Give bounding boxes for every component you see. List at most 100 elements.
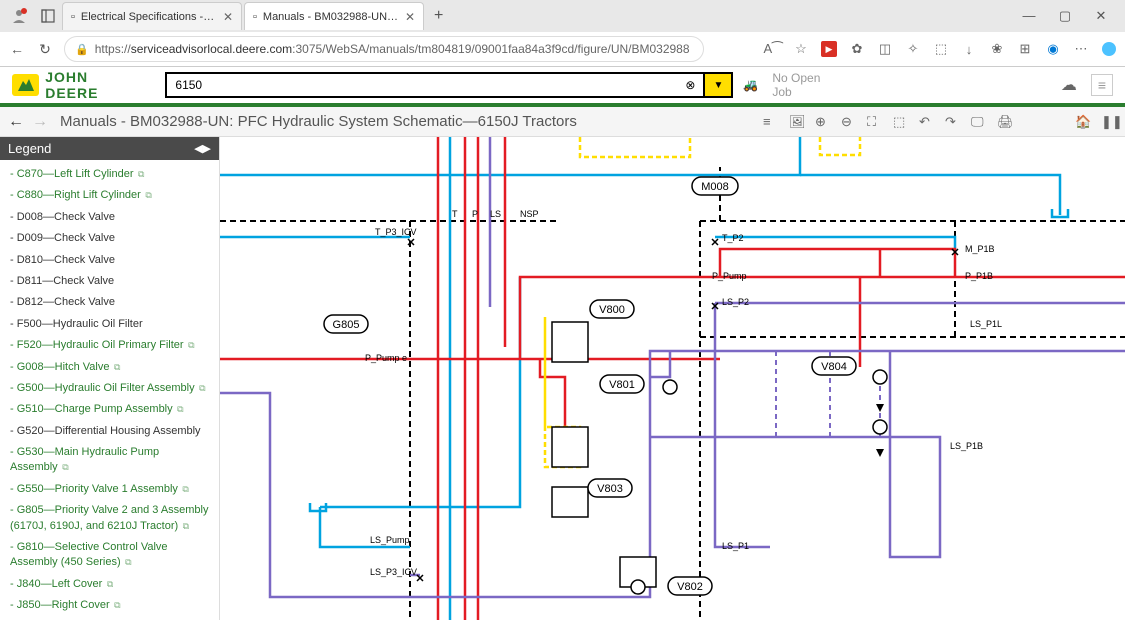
close-button[interactable]: ✕: [1089, 8, 1113, 24]
svg-text:LS_P3_ICV: LS_P3_ICV: [370, 567, 417, 577]
legend-item: - G520—Differential Housing Assembly: [0, 421, 219, 442]
legend-item[interactable]: - J850—Right Cover ⧉: [0, 595, 219, 616]
more-icon[interactable]: ⋯: [1073, 41, 1089, 57]
svg-text:G805: G805: [333, 319, 360, 331]
schematic-diagram[interactable]: M008G805V800V801V803V802V804 TPLSNSPT_P3…: [220, 137, 1125, 620]
copilot-icon[interactable]: [1101, 41, 1117, 57]
svg-text:V803: V803: [597, 483, 623, 495]
url-host: serviceadvisorlocal.deere.com: [131, 42, 292, 56]
svg-text:NSP: NSP: [520, 209, 539, 219]
collapse-icon[interactable]: ◀▶: [194, 142, 211, 155]
new-window-icon: ⧉: [180, 521, 189, 531]
extension-icon[interactable]: ▶: [821, 41, 837, 57]
toolbar-icon[interactable]: 🖨: [997, 114, 1013, 130]
addr-icons: A⁀ ☆ ▶ ✿ ◫ ✧ ⬚ ↓ ❀ ⊞ ◉ ⋯: [765, 41, 1117, 57]
search-wrap: 6150 ⊗ ▼: [165, 72, 733, 98]
workspaces-icon[interactable]: [40, 8, 56, 24]
new-window-icon: ⧉: [175, 404, 184, 414]
main-area: Legend ◀▶ - C870—Left Lift Cylinder ⧉- C…: [0, 137, 1125, 620]
close-icon[interactable]: ✕: [405, 10, 415, 24]
tab-strip: ▫ Electrical Specifications - ompfp... ✕…: [0, 0, 1125, 32]
extension-icon[interactable]: ⊞: [1017, 41, 1033, 57]
svg-text:P_P1B: P_P1B: [965, 271, 993, 281]
new-window-icon: ⧉: [180, 484, 189, 494]
page-icon: ▫: [253, 11, 257, 23]
maximize-button[interactable]: ▢: [1053, 8, 1077, 24]
extension-icon[interactable]: ❀: [989, 41, 1005, 57]
profile-icon[interactable]: [10, 7, 28, 25]
back-button[interactable]: ←: [8, 113, 24, 131]
new-window-icon: ⧉: [60, 462, 69, 472]
search-input[interactable]: 6150 ⊗: [165, 72, 705, 98]
no-job-icon: 🚜: [743, 78, 758, 92]
brand-logo[interactable]: JOHN DEERE: [12, 69, 143, 101]
toolbar-icon[interactable]: ⬚: [893, 114, 909, 130]
legend-item[interactable]: - F520—Hydraulic Oil Primary Filter ⧉: [0, 335, 219, 356]
lock-icon: 🔒: [75, 43, 89, 56]
legend-item[interactable]: - G810—Selective Control Valve Assembly …: [0, 537, 219, 574]
forward-button[interactable]: →: [32, 113, 48, 131]
legend-item[interactable]: - J840—Left Cover ⧉: [0, 574, 219, 595]
new-window-icon: ⧉: [186, 340, 195, 350]
legend-item[interactable]: - G530—Main Hydraulic Pump Assembly ⧉: [0, 442, 219, 479]
page-title: Manuals - BM032988-UN: PFC Hydraulic Sys…: [60, 113, 577, 130]
header-right: 🚜 No Open Job ☁ ≡: [743, 71, 1113, 99]
legend-header: Legend ◀▶: [0, 137, 219, 160]
extension-icon[interactable]: ✿: [849, 41, 865, 57]
legend-item[interactable]: - G550—Priority Valve 1 Assembly ⧉: [0, 479, 219, 500]
toolbar-icon[interactable]: 🖼: [789, 114, 805, 130]
new-window-icon: ⧉: [104, 579, 113, 589]
toolbar-icon[interactable]: ❚❚: [1101, 114, 1117, 130]
svg-text:LS_Pump: LS_Pump: [370, 535, 410, 545]
toolbar-nav: ← →: [8, 113, 48, 131]
legend-item[interactable]: - G510—Charge Pump Assembly ⧉: [0, 399, 219, 420]
tab-title: Electrical Specifications - ompfp...: [81, 11, 217, 23]
close-icon[interactable]: ✕: [223, 10, 233, 24]
toolbar-icon[interactable]: ⊕: [815, 114, 831, 130]
legend-item: - D009—Check Valve: [0, 228, 219, 249]
minimize-button[interactable]: —: [1017, 8, 1041, 24]
toolbar-icons: ≡ 🖼 ⊕ ⊖ ⛶ ⬚ ↶ ↷ 🖵 🖨 🏠 ❚❚: [763, 114, 1117, 130]
legend-item[interactable]: - C870—Left Lift Cylinder ⧉: [0, 164, 219, 185]
favorite-icon[interactable]: ☆: [793, 41, 809, 57]
reader-icon[interactable]: A⁀: [765, 41, 781, 57]
toolbar-icon[interactable]: 🏠: [1075, 114, 1091, 130]
svg-text:P: P: [472, 209, 478, 219]
svg-text:V800: V800: [599, 304, 625, 316]
toolbar-icon[interactable]: 🖵: [971, 114, 987, 130]
new-window-icon: ⧉: [123, 557, 132, 567]
svg-text:T_P2: T_P2: [722, 233, 744, 243]
toolbar-icon[interactable]: ⊖: [841, 114, 857, 130]
new-tab-button[interactable]: +: [426, 7, 451, 25]
legend-list[interactable]: - C870—Left Lift Cylinder ⧉- C880—Right …: [0, 160, 219, 620]
legend-item[interactable]: - G805—Priority Valve 2 and 3 Assembly (…: [0, 500, 219, 537]
split-icon[interactable]: ◫: [877, 41, 893, 57]
refresh-button[interactable]: ↻: [36, 41, 54, 58]
page-icon: ▫: [71, 11, 75, 23]
extension-icon[interactable]: ↓: [961, 41, 977, 57]
svg-text:LS_P1: LS_P1: [722, 541, 749, 551]
legend-item[interactable]: - C880—Right Lift Cylinder ⧉: [0, 185, 219, 206]
extension-icon[interactable]: ⬚: [933, 41, 949, 57]
legend-item[interactable]: - G500—Hydraulic Oil Filter Assembly ⧉: [0, 378, 219, 399]
cloud-icon[interactable]: ☁: [1061, 75, 1077, 95]
menu-icon[interactable]: ≡: [1091, 74, 1113, 96]
toolbar-icon[interactable]: ⛶: [867, 114, 883, 130]
svg-text:P_Pump e: P_Pump e: [365, 353, 407, 363]
extension-icon[interactable]: ◉: [1045, 41, 1061, 57]
legend-item[interactable]: - G008—Hitch Valve ⧉: [0, 357, 219, 378]
search-go-button[interactable]: ▼: [705, 72, 733, 98]
tab-active[interactable]: ▫ Manuals - BM032988-UN: PFC H... ✕: [244, 2, 424, 30]
clear-icon[interactable]: ⊗: [685, 78, 695, 92]
toolbar-icon[interactable]: ↷: [945, 114, 961, 130]
url-input[interactable]: 🔒 https://serviceadvisorlocal.deere.com:…: [64, 36, 704, 62]
tab-inactive[interactable]: ▫ Electrical Specifications - ompfp... ✕: [62, 2, 242, 30]
back-button[interactable]: ←: [8, 41, 26, 57]
svg-text:T: T: [452, 209, 458, 219]
new-window-icon: ⧉: [143, 190, 152, 200]
collections-icon[interactable]: ✧: [905, 41, 921, 57]
toolbar-icon[interactable]: ≡: [763, 114, 779, 129]
toolbar-icon[interactable]: ↶: [919, 114, 935, 130]
tab-title: Manuals - BM032988-UN: PFC H...: [263, 11, 399, 23]
new-window-icon: ⧉: [111, 362, 120, 372]
